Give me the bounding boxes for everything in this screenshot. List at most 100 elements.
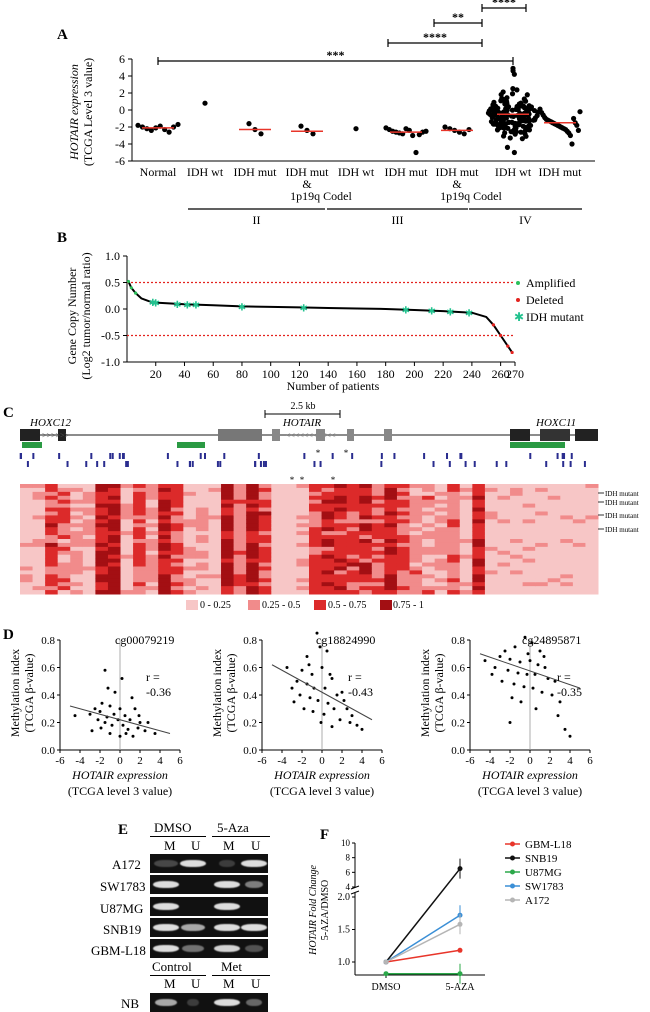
d-point [553, 679, 557, 683]
a-point [567, 132, 573, 139]
d-point [525, 672, 529, 676]
d-point [108, 704, 112, 708]
c-heat-cell [585, 582, 599, 587]
c-heat-cell [447, 507, 461, 512]
c-heat-cell [535, 578, 549, 583]
b-idh-mutant-marker: ✱ [183, 300, 191, 311]
c-heat-cell [459, 499, 473, 505]
d-point [124, 732, 128, 735]
a-point [522, 98, 529, 104]
c-heat-cell [472, 582, 486, 587]
c-heat-cell [120, 590, 134, 595]
c-heat-cell [309, 590, 323, 595]
c-heat-cell [107, 511, 122, 516]
c-heat-cell [95, 484, 109, 489]
c-heat-cell [396, 590, 411, 595]
c-heat-cell [20, 531, 34, 536]
c-heat-cell [359, 558, 373, 564]
c-heat-cell [246, 515, 260, 520]
c-probe-mark [111, 453, 114, 459]
c-heat-cell [296, 535, 310, 540]
c-heat-cell [346, 582, 360, 587]
c-heat-cell [346, 539, 360, 544]
c-heat-cell [82, 570, 96, 575]
c-heat-cell [120, 546, 134, 552]
b-ytick-label: 0.5 [105, 276, 120, 290]
c-heat-cell [547, 535, 561, 540]
c-heat-cell [459, 484, 473, 489]
c-heat-cell [384, 484, 398, 489]
d-ytick-label: 0.0 [243, 745, 257, 757]
c-heat-cell [409, 566, 423, 571]
c-heat-cell [321, 491, 335, 497]
c-heat-cell [95, 590, 109, 595]
c-heat-cell [258, 527, 272, 532]
c-heat-cell [70, 523, 84, 528]
c-probe-mark [570, 453, 573, 459]
d-ytick-label: 0.4 [41, 690, 55, 702]
c-probe-mark [563, 453, 566, 459]
c-heat-cell [45, 507, 59, 512]
b-idh-mutant-marker: ✱ [465, 309, 473, 320]
d-point [310, 672, 314, 676]
a-point [531, 107, 538, 114]
c-heat-cell [183, 491, 197, 497]
c-heat-cell [258, 507, 272, 512]
c-heat-cell [95, 535, 109, 540]
c-heat-cell [221, 499, 235, 505]
c-heat-cell [309, 582, 323, 587]
c-heat-cell [535, 550, 549, 556]
c-heat-cell [246, 590, 260, 595]
d2-title: cg18824990 [316, 633, 376, 647]
c-probe-mark [259, 461, 262, 467]
f-series-line [385, 914, 461, 963]
c-probe-mark [505, 461, 508, 467]
d-point [138, 721, 142, 724]
c-heat-cell [170, 531, 184, 536]
c-heat-cell [183, 542, 197, 548]
c-heat-cell [70, 578, 84, 583]
a-category-label: IDH mut [286, 165, 330, 179]
c-heat-cell [183, 527, 197, 532]
c-heat-cell [585, 550, 599, 556]
c-probe-mark [303, 453, 306, 459]
c-heat-cell [183, 495, 197, 501]
c-heat-cell [572, 562, 586, 567]
c-heat-cell [497, 527, 511, 532]
c-heat-cell [459, 570, 473, 575]
c-heat-cell [82, 535, 96, 540]
c-heat-cell [107, 562, 122, 567]
c-heat-cell [585, 507, 599, 512]
d-point [330, 677, 334, 680]
c-heat-cell [195, 511, 209, 516]
c-heat-cell [409, 539, 423, 544]
c-exon [58, 429, 66, 441]
c-heat-cell [547, 491, 561, 497]
c-heat-cell [535, 546, 549, 552]
c-heat-cell [246, 554, 260, 560]
c-heat-cell [497, 484, 511, 489]
c-heat-cell [283, 558, 297, 564]
c-heat-cell [95, 511, 109, 516]
b-xtick-label: 270 [506, 367, 524, 381]
c-heat-cell [258, 554, 272, 560]
gene-hoxc11: HOXC11 [535, 417, 576, 429]
c-heat-cell [183, 507, 197, 512]
c-heat-cell [434, 519, 448, 524]
c-heat-cell [246, 519, 260, 524]
c-heat-cell [359, 484, 373, 489]
c-heat-cell [547, 531, 561, 536]
c-heat-cell [309, 484, 323, 489]
c-heat-cell [133, 566, 147, 571]
c-heat-cell [510, 484, 524, 489]
c-heat-cell [409, 523, 423, 528]
c-heat-cell [221, 542, 235, 548]
c-heat-cell [472, 535, 486, 540]
c-heat-cell [32, 515, 46, 520]
c-heat-cell [309, 586, 323, 591]
c-heat-cell [195, 484, 209, 489]
a-point [413, 149, 419, 156]
c-heat-cell [32, 527, 46, 532]
idh-mutant-label-2: IDH mutant [605, 499, 639, 507]
